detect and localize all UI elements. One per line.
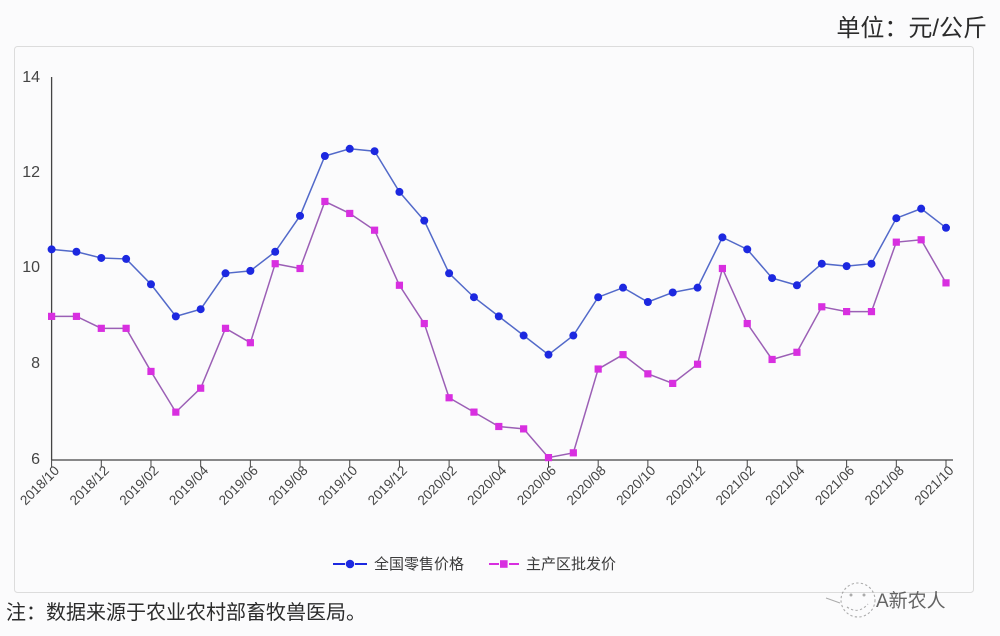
svg-text:A新农人: A新农人 — [876, 590, 946, 612]
